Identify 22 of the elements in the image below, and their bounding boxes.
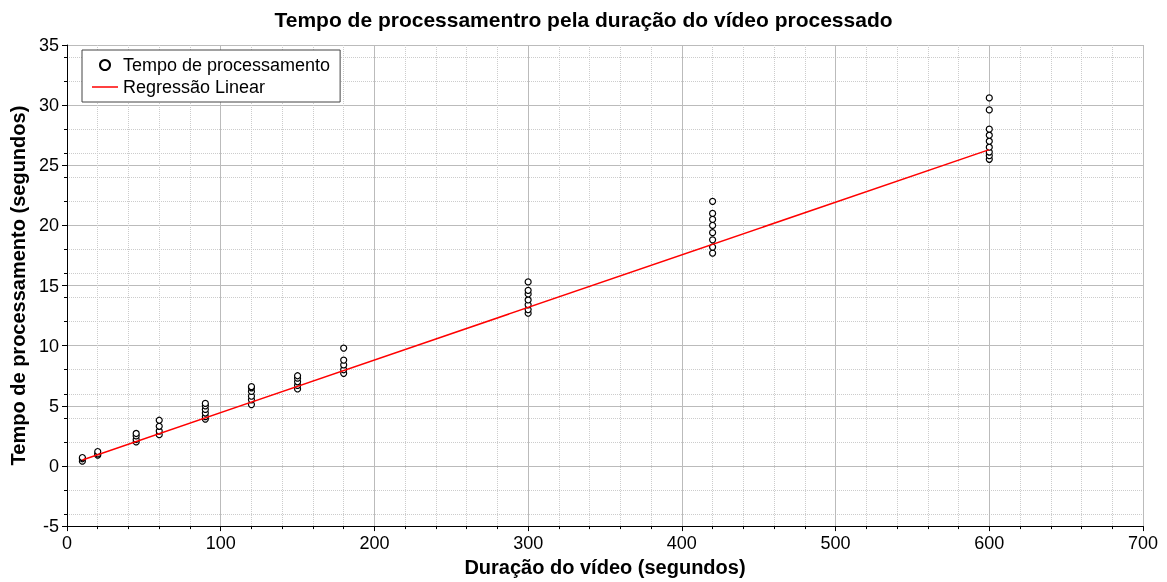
x-tick-label: 300	[513, 533, 544, 554]
x-tick-label: 500	[820, 533, 851, 554]
y-tick-label: 10	[38, 335, 59, 356]
x-tick-label: 400	[666, 533, 697, 554]
y-tick-label: 0	[48, 455, 59, 476]
y-tick-label: 5	[48, 395, 59, 416]
y-axis-title: Tempo de processamento (segundos)	[7, 105, 30, 466]
y-tick-label: 30	[38, 95, 59, 116]
y-tick-label: 25	[38, 155, 59, 176]
y-tick-label: 15	[38, 275, 59, 296]
legend-label: Regressão Linear	[123, 77, 266, 97]
x-tick-label: 0	[61, 533, 73, 554]
legend-label: Tempo de processamento	[123, 55, 331, 75]
chart-title: Tempo de processamentro pela duração do vídeo processado	[274, 8, 893, 31]
y-tick-label: -5	[42, 516, 59, 537]
x-axis-title: Duração do vídeo (segundos)	[464, 556, 746, 578]
x-tick-label: 600	[974, 533, 1005, 554]
x-tick-label: 200	[359, 533, 390, 554]
x-tick-label: 700	[1127, 533, 1159, 554]
y-tick-label: 35	[38, 35, 59, 55]
x-tick-label: 100	[205, 533, 236, 554]
y-tick-label: 20	[38, 215, 59, 236]
